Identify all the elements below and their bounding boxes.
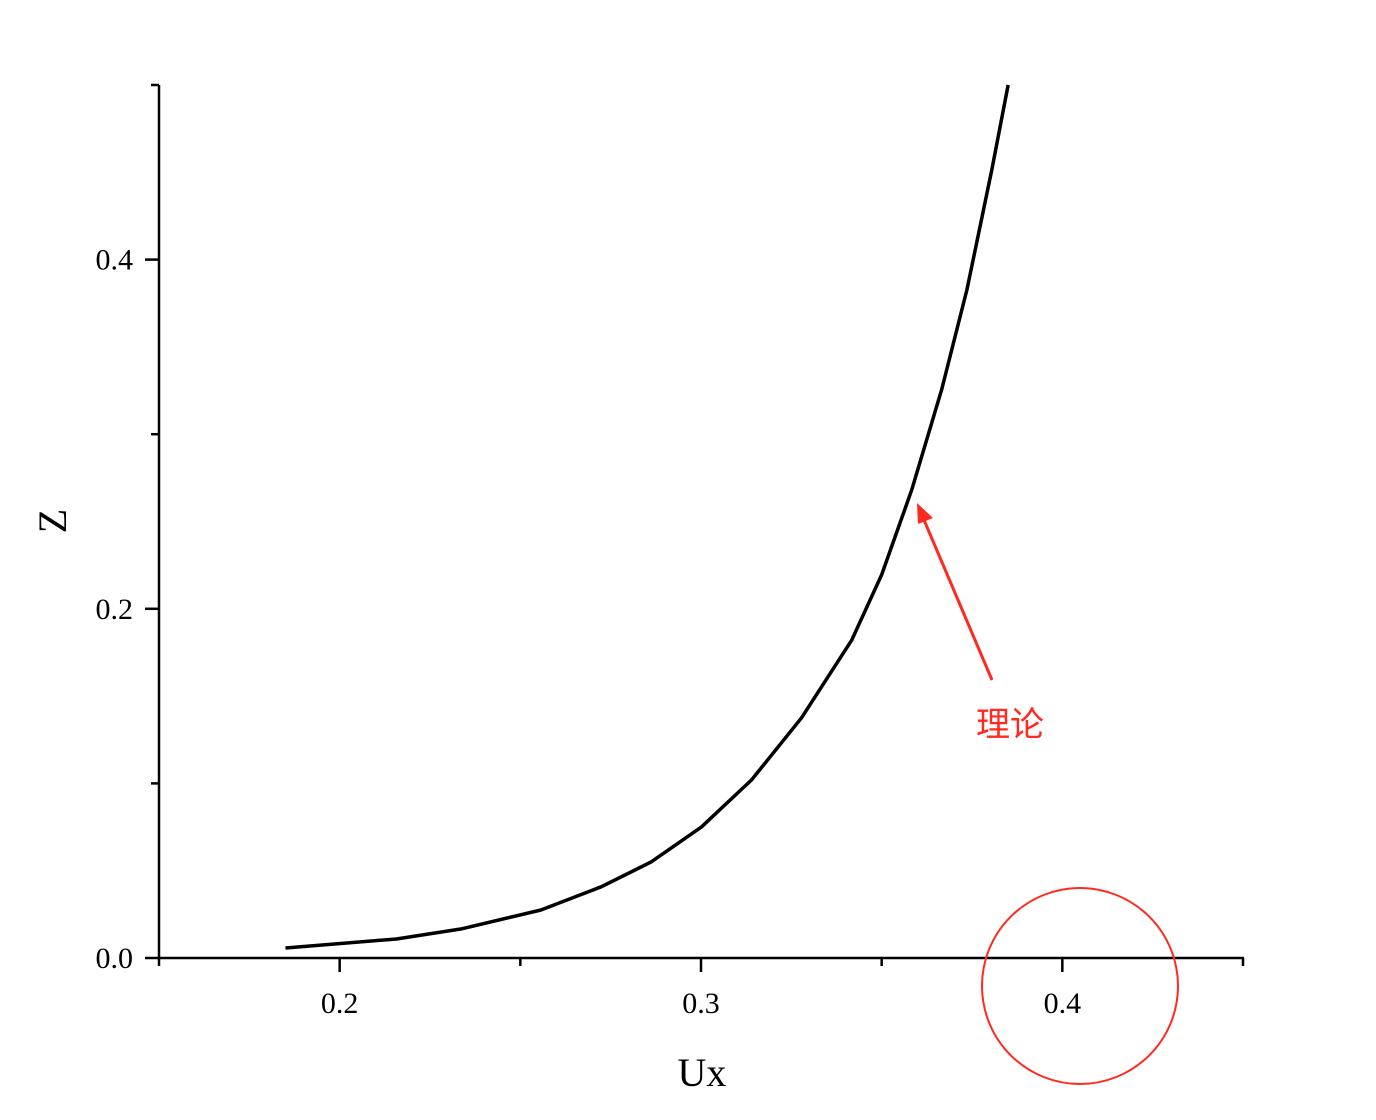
y-axis-label: Z <box>30 509 75 533</box>
annotation-text: 理论 <box>976 705 1044 745</box>
arrow-shaft <box>922 519 994 681</box>
data-line <box>285 84 1010 950</box>
arrow-head <box>917 503 933 524</box>
y-tick-label: 0.4 <box>96 244 134 277</box>
x-tick-label: 0.2 <box>321 987 359 1020</box>
x-tick-label: 0.3 <box>682 987 720 1020</box>
y-tick-label: 0.0 <box>96 942 134 975</box>
annotation: 理论 <box>917 503 1179 1085</box>
x-axis-label: Ux <box>678 1050 727 1095</box>
highlight-circle <box>981 887 1179 1085</box>
x-tick-label: 0.4 <box>1044 987 1082 1020</box>
y-tick-label: 0.2 <box>96 593 134 626</box>
